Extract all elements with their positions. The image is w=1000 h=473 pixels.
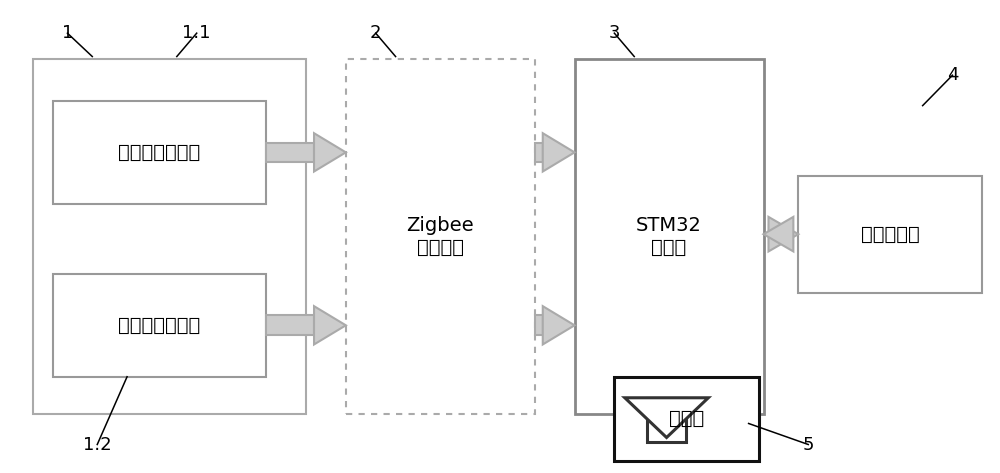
Text: 3: 3 — [609, 24, 620, 42]
Text: 1: 1 — [62, 24, 73, 42]
Polygon shape — [625, 398, 708, 438]
Bar — [53, 274, 266, 377]
Text: 5: 5 — [803, 436, 814, 454]
Polygon shape — [266, 142, 314, 162]
Bar — [798, 176, 982, 293]
Polygon shape — [535, 142, 543, 162]
Text: 1.1: 1.1 — [182, 24, 211, 42]
Polygon shape — [769, 225, 793, 243]
Text: 4: 4 — [947, 66, 958, 84]
Polygon shape — [543, 133, 575, 172]
Bar — [575, 59, 764, 414]
Polygon shape — [769, 217, 798, 252]
Polygon shape — [535, 315, 543, 335]
Text: 2: 2 — [370, 24, 381, 42]
Bar — [614, 377, 759, 461]
Polygon shape — [647, 398, 686, 442]
Bar — [33, 59, 306, 414]
Text: 第一路计分节点: 第一路计分节点 — [118, 143, 201, 162]
Text: Zigbee
无线网络: Zigbee 无线网络 — [407, 216, 474, 257]
Polygon shape — [266, 315, 314, 335]
Bar — [53, 101, 266, 204]
Text: 第二路计分节点: 第二路计分节点 — [118, 316, 201, 335]
Text: STM32
处理器: STM32 处理器 — [636, 216, 702, 257]
Polygon shape — [314, 133, 346, 172]
Text: 上位机: 上位机 — [669, 409, 704, 429]
Text: 液晶显示屏: 液晶显示屏 — [861, 225, 920, 244]
Polygon shape — [314, 306, 346, 344]
Bar — [346, 59, 535, 414]
Text: 1.2: 1.2 — [83, 436, 112, 454]
Polygon shape — [764, 217, 793, 252]
Polygon shape — [543, 306, 575, 344]
